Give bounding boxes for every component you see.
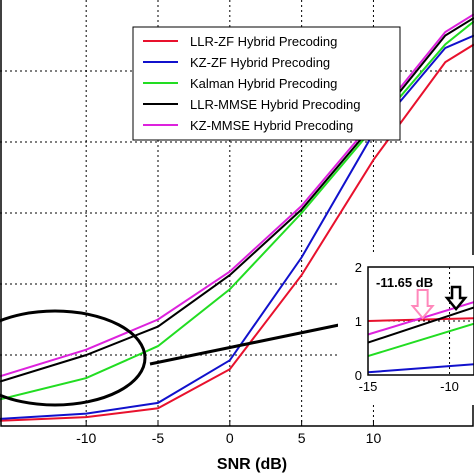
inset-y-tick-label: 2: [355, 260, 362, 275]
legend-label: Kalman Hybrid Precoding: [190, 76, 337, 91]
x-tick-label: 0: [226, 430, 234, 446]
black-arrow-icon: [444, 285, 468, 311]
legend-label: LLR-MMSE Hybrid Precoding: [190, 97, 361, 112]
series-line-4: [0, 16, 474, 383]
x-tick-label: -5: [152, 430, 165, 446]
inset-series-line-3: [367, 322, 474, 358]
legend-label: LLR-ZF Hybrid Precoding: [190, 34, 337, 49]
x-axis-label: SNR (dB): [217, 456, 287, 473]
inset-series-line-1: [367, 317, 474, 322]
pink-arrow-icon: [410, 289, 435, 320]
series-line-5: [0, 13, 474, 378]
x-tick-label: 10: [366, 430, 382, 446]
main-plot-frame: [0, 0, 474, 427]
inset-annotation: -11.65 dB: [376, 275, 433, 290]
inset-frame: [367, 266, 474, 376]
main-lines: [0, 13, 474, 422]
inset-series-line-2: [367, 363, 474, 374]
inset-series-line-4: [367, 306, 474, 344]
x-tick-label: -10: [76, 430, 96, 446]
zoom-ellipse: [0, 309, 147, 407]
inset-y-tick-label: 1: [355, 314, 362, 329]
x-tick-label: 5: [298, 430, 306, 446]
series-line-3: [0, 20, 474, 401]
inset-x-tick-label: -10: [440, 379, 459, 394]
zoom-connector: [149, 317, 369, 366]
main-x-ticks: -10 -5 0 5 10: [76, 420, 381, 446]
series-line-1: [0, 43, 474, 422]
legend-label: KZ-ZF Hybrid Precoding: [190, 55, 330, 70]
legend: LLR-ZF Hybrid Precoding KZ-ZF Hybrid Prec…: [132, 26, 401, 141]
inset-y-tick-label: 0: [355, 368, 362, 383]
inset-x-tick-label: -15: [359, 379, 378, 394]
series-line-2: [0, 34, 474, 420]
legend-label: KZ-MMSE Hybrid Precoding: [190, 118, 353, 133]
inset-plot: 0 1 2 -15 -10 -11.65 dB: [338, 255, 474, 405]
